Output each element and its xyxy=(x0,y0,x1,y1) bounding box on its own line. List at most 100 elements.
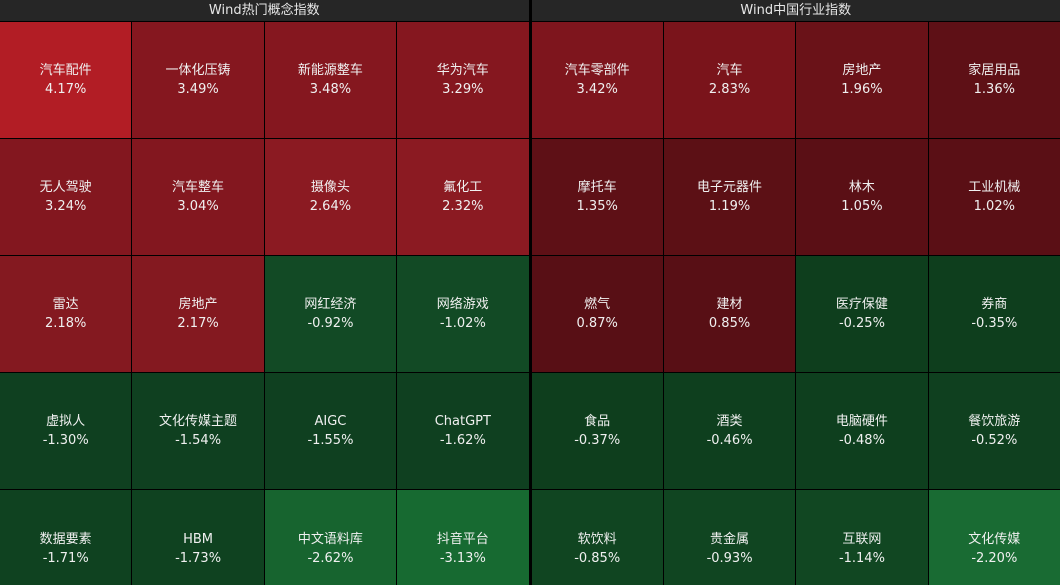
tile[interactable]: 汽车零部件 3.42% xyxy=(531,22,663,138)
tile-change: -3.13% xyxy=(439,551,486,566)
tile-change: -1.54% xyxy=(175,433,222,448)
tile-change: 1.05% xyxy=(841,199,883,214)
tile-name: 汽车 xyxy=(716,63,743,78)
tile[interactable]: HBM -1.73% xyxy=(132,490,264,585)
tile[interactable]: 网红经济 -0.92% xyxy=(264,256,397,372)
tile[interactable]: 华为汽车 3.29% xyxy=(397,22,529,138)
tile[interactable]: 食品 -0.37% xyxy=(531,373,663,489)
tile[interactable]: 汽车整车 3.04% xyxy=(132,139,264,255)
tile-change: -0.52% xyxy=(971,433,1018,448)
tile[interactable]: 互联网 -1.14% xyxy=(796,490,928,585)
tile-change: -1.02% xyxy=(439,316,486,331)
tile-change: 2.32% xyxy=(442,199,484,214)
tile-change: 1.36% xyxy=(973,82,1015,97)
tile-name: 虚拟人 xyxy=(46,414,86,429)
tile[interactable]: 雷达 2.18% xyxy=(0,256,132,372)
tile[interactable]: 文化传媒主题 -1.54% xyxy=(132,373,264,489)
tile[interactable]: 摄像头 2.64% xyxy=(264,139,397,255)
tile-change: 3.24% xyxy=(45,199,87,214)
tile-name: 文化传媒 xyxy=(968,532,1021,547)
tile-change: 1.19% xyxy=(708,199,751,214)
tile-grid: 汽车零部件 3.42% 汽车 2.83% 房地产 1.96% 家居用品 1.36% 摩托车 1.3… xyxy=(531,22,1060,585)
tile[interactable]: 摩托车 1.35% xyxy=(531,139,663,255)
tile-name: 雷达 xyxy=(52,297,79,312)
tile[interactable]: AIGC -1.55% xyxy=(264,373,397,489)
tile-name: 氟化工 xyxy=(443,180,483,195)
tile-name: 软饮料 xyxy=(577,532,617,547)
tile-name: 电脑硬件 xyxy=(835,414,888,429)
tile-name: 新能源整车 xyxy=(297,63,363,78)
tile[interactable]: 氟化工 2.32% xyxy=(397,139,529,255)
tile-name: 文化传媒主题 xyxy=(159,414,238,429)
tile-name: 贵金属 xyxy=(710,532,750,547)
tile-change: -0.85% xyxy=(574,551,621,566)
tile-name: 家居用品 xyxy=(968,63,1021,78)
tile[interactable]: 中文语料库 -2.62% xyxy=(264,490,397,585)
tile[interactable]: 数据要素 -1.71% xyxy=(0,490,132,585)
tile[interactable]: 餐饮旅游 -0.52% xyxy=(928,373,1060,489)
tile[interactable]: 券商 -0.35% xyxy=(928,256,1060,372)
tile-change: 2.17% xyxy=(177,316,219,331)
tile[interactable]: 电脑硬件 -0.48% xyxy=(796,373,928,489)
tile-change: -0.35% xyxy=(971,316,1018,331)
tile-change: -0.37% xyxy=(574,433,621,448)
tile[interactable]: 家居用品 1.36% xyxy=(928,22,1060,138)
tile-change: 3.48% xyxy=(309,82,352,97)
tile[interactable]: 贵金属 -0.93% xyxy=(663,490,796,585)
tile-change: 2.83% xyxy=(708,82,751,97)
tile[interactable]: 汽车 2.83% xyxy=(663,22,796,138)
tile-name: 华为汽车 xyxy=(436,63,489,78)
tile-name: 建材 xyxy=(716,297,743,312)
tile-name: 酒类 xyxy=(716,414,743,429)
panel: Wind中国行业指数 汽车零部件 3.42% 汽车 2.83% 房地产 1.96% 家居用品 1… xyxy=(531,0,1060,585)
tile-change: 0.87% xyxy=(576,316,618,331)
tile[interactable]: 林木 1.05% xyxy=(796,139,928,255)
tile-change: 2.18% xyxy=(45,316,87,331)
tile-change: -0.46% xyxy=(706,433,753,448)
tile-change: 3.04% xyxy=(177,199,219,214)
tile-name: 网红经济 xyxy=(304,297,357,312)
tile-change: -1.73% xyxy=(175,551,222,566)
tile-name: 房地产 xyxy=(178,297,218,312)
tile-name: 摄像头 xyxy=(310,180,350,195)
tile-name: 房地产 xyxy=(842,63,882,78)
tile[interactable]: 一体化压铸 3.49% xyxy=(132,22,264,138)
tile-name: 数据要素 xyxy=(39,532,92,547)
tile[interactable]: 工业机械 1.02% xyxy=(928,139,1060,255)
tile-name: 一体化压铸 xyxy=(165,63,231,78)
tile-name: 食品 xyxy=(584,414,611,429)
tile[interactable]: 燃气 0.87% xyxy=(531,256,663,372)
tile-name: 摩托车 xyxy=(577,180,617,195)
tile-name: 工业机械 xyxy=(968,180,1021,195)
tile[interactable]: 软饮料 -0.85% xyxy=(531,490,663,585)
tile-name: ChatGPT xyxy=(434,414,491,429)
tile[interactable]: 无人驾驶 3.24% xyxy=(0,139,132,255)
tile[interactable]: 医疗保健 -0.25% xyxy=(796,256,928,372)
tile-change: -0.92% xyxy=(307,316,354,331)
tile[interactable]: ChatGPT -1.62% xyxy=(397,373,529,489)
tile[interactable]: 新能源整车 3.48% xyxy=(264,22,397,138)
tile[interactable]: 网络游戏 -1.02% xyxy=(397,256,529,372)
tile[interactable]: 汽车配件 4.17% xyxy=(0,22,132,138)
tile-change: -1.30% xyxy=(42,433,89,448)
tile[interactable]: 电子元器件 1.19% xyxy=(663,139,796,255)
tile-name: 互联网 xyxy=(842,532,882,547)
tile-name: 抖音平台 xyxy=(436,532,489,547)
tile-change: 0.85% xyxy=(708,316,751,331)
tile[interactable]: 文化传媒 -2.20% xyxy=(928,490,1060,585)
tile[interactable]: 建材 0.85% xyxy=(663,256,796,372)
panel-title: Wind热门概念指数 xyxy=(0,0,529,22)
tile[interactable]: 房地产 2.17% xyxy=(132,256,264,372)
tile-name: HBM xyxy=(183,532,214,547)
tile[interactable]: 酒类 -0.46% xyxy=(663,373,796,489)
tile-change: -2.20% xyxy=(971,551,1018,566)
tile[interactable]: 抖音平台 -3.13% xyxy=(397,490,529,585)
tile[interactable]: 房地产 1.96% xyxy=(796,22,928,138)
tile-name: 券商 xyxy=(981,297,1008,312)
tile-name: 餐饮旅游 xyxy=(968,414,1021,429)
panel: Wind热门概念指数 汽车配件 4.17% 一体化压铸 3.49% 新能源整车 3.48% 华… xyxy=(0,0,529,585)
tile-change: 3.29% xyxy=(442,82,484,97)
tile[interactable]: 虚拟人 -1.30% xyxy=(0,373,132,489)
tile-name: 汽车配件 xyxy=(39,63,92,78)
